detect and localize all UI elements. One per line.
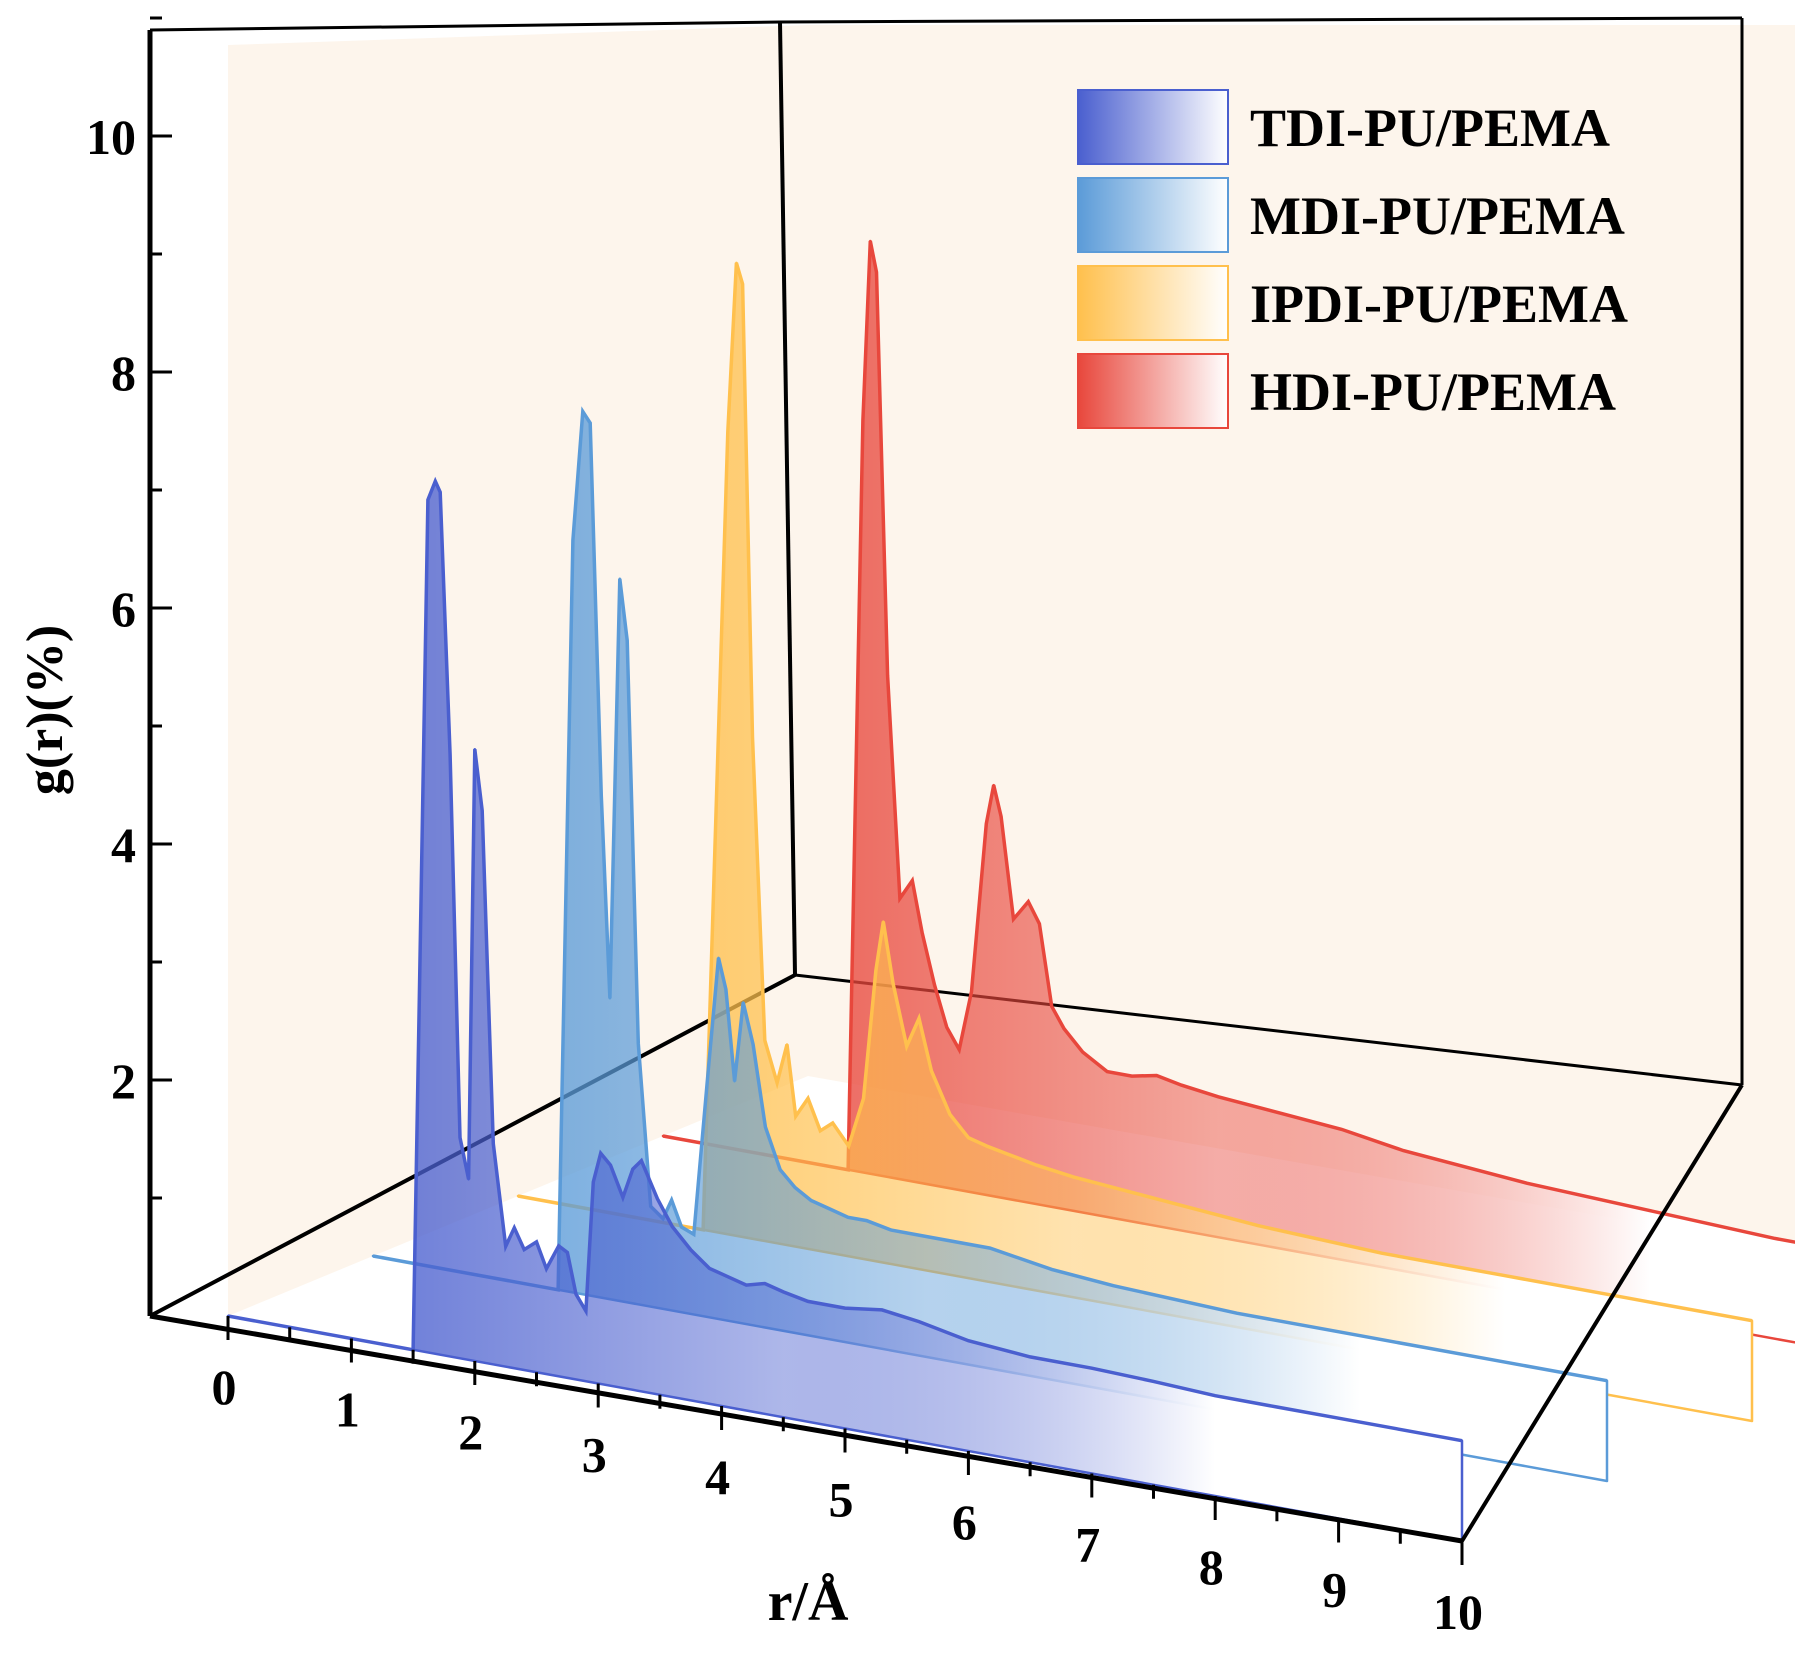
x-tick-label: 3 xyxy=(582,1427,607,1483)
legend-label: IPDI-PU/PEMA xyxy=(1250,274,1628,334)
legend-label: HDI-PU/PEMA xyxy=(1250,362,1616,422)
legend-swatch xyxy=(1077,265,1229,341)
legend-swatch xyxy=(1077,177,1229,253)
x-axis-line xyxy=(149,1313,1463,1544)
x-tick-label: 5 xyxy=(829,1472,854,1528)
series-line-HDI-PU/PEMA xyxy=(662,240,1795,1244)
series-line-IPDI-PU/PEMA xyxy=(517,262,1753,1323)
x-tick-label: 0 xyxy=(212,1359,237,1415)
legend-swatch xyxy=(1077,353,1229,429)
top-edge-right xyxy=(779,16,1743,24)
right-floor-edge xyxy=(1460,1083,1744,1543)
series-line-MDI-PU/PEMA xyxy=(372,406,1608,1383)
y-tick-label: 2 xyxy=(111,1053,136,1109)
back-floor-edge xyxy=(794,973,1743,1087)
y-tick-label: 10 xyxy=(86,109,136,165)
x-tick-label: 4 xyxy=(705,1449,730,1505)
legend-label: MDI-PU/PEMA xyxy=(1250,186,1625,246)
x-axis-label: r/Å xyxy=(768,1571,849,1633)
legend-label: TDI-PU/PEMA xyxy=(1250,98,1610,158)
y-tick-label: 6 xyxy=(111,581,136,637)
top-edge-left xyxy=(149,20,781,32)
series-layer xyxy=(226,239,1795,1543)
x-axis: 0 1 2 3 4 5 6 7 8 9 10 xyxy=(212,1316,1483,1640)
x-tick-label: 7 xyxy=(1075,1517,1100,1573)
x-tick-label: 8 xyxy=(1199,1539,1224,1595)
x-tick-label: 2 xyxy=(458,1404,483,1460)
y-axis-label: g(r)(%) xyxy=(17,625,74,795)
legend-swatch xyxy=(1077,89,1229,165)
y-axis: 2 4 6 8 10 xyxy=(86,16,172,1200)
x-tick-label: 6 xyxy=(952,1494,977,1550)
legend: TDI-PU/PEMA MDI-PU/PEMA IPDI-PU/PEMA HDI-PU… xyxy=(1077,89,1628,429)
x-tick-label: 1 xyxy=(335,1382,360,1438)
y-tick-label: 8 xyxy=(111,345,136,401)
back-corner-edge xyxy=(778,21,797,976)
x-tick-label: 10 xyxy=(1433,1584,1483,1640)
plot-box-front xyxy=(149,1083,1744,1544)
y-tick-label: 4 xyxy=(111,817,136,873)
series-line-TDI-PU/PEMA xyxy=(227,476,1463,1443)
x-tick-label: 9 xyxy=(1322,1562,1347,1618)
